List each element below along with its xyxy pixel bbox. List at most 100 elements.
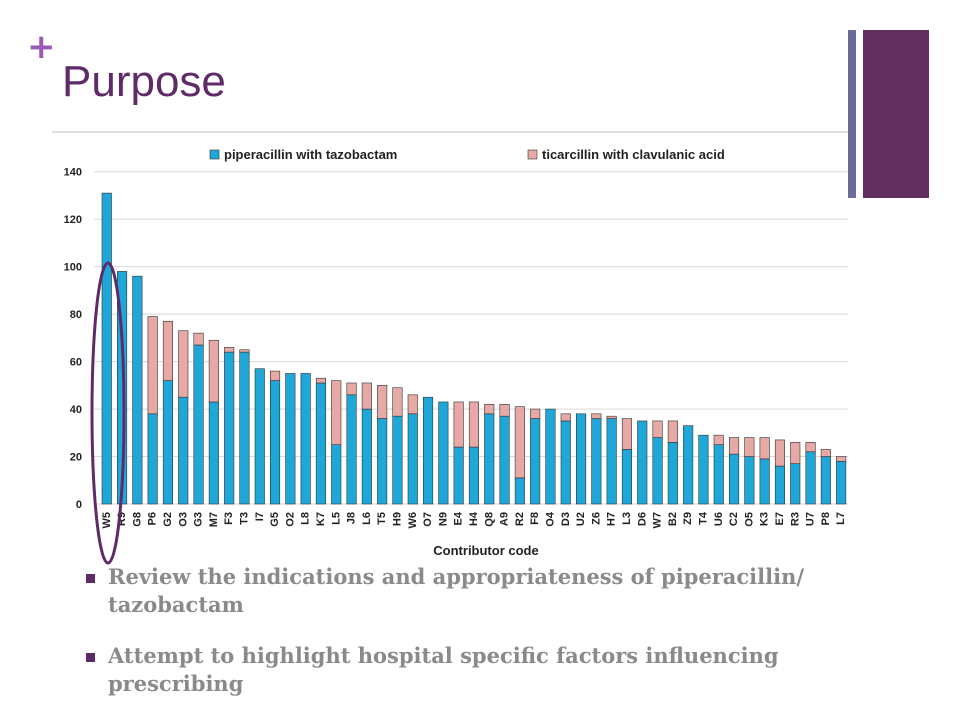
x-tick-label: G5 [269, 512, 281, 527]
x-tick-label: H9 [391, 512, 403, 526]
bar-piperacillin [300, 373, 311, 505]
x-tick-label: U6 [713, 512, 725, 526]
bar-piperacillin [101, 192, 112, 505]
bullet-item: Attempt to highlight hospital specific f… [86, 642, 886, 699]
bar-ticarcillin [820, 449, 831, 457]
bar-ticarcillin [346, 382, 357, 396]
bar-ticarcillin [453, 401, 464, 448]
bar-ticarcillin [193, 332, 204, 346]
bar-ticarcillin [667, 420, 678, 443]
bar-ticarcillin [728, 437, 740, 455]
bar-piperacillin [545, 408, 556, 505]
x-tick-label: N9 [437, 512, 449, 526]
bar-piperacillin [652, 437, 663, 505]
y-tick-label: 40 [70, 404, 82, 416]
bar-ticarcillin [560, 413, 571, 422]
x-tick-label: H7 [606, 512, 618, 526]
plus-icon: + [27, 27, 56, 67]
x-tick-label: G2 [162, 512, 174, 527]
bar-ticarcillin [652, 420, 663, 438]
bar-piperacillin [285, 373, 296, 505]
bar-ticarcillin [361, 382, 372, 410]
bar-piperacillin [361, 408, 372, 505]
chart-container: 0 20 40 60 80 100 120 140 W5 R9 G8 P6 G2 O3 G3 M7 F3 T3 I7… [52, 130, 862, 570]
y-tick-label: 140 [64, 167, 82, 179]
x-tick-label: F8 [529, 512, 541, 525]
page-title: Purpose [62, 57, 226, 106]
x-tick-label: M7 [208, 512, 220, 527]
x-tick-label: O7 [422, 512, 434, 527]
x-tick-label: W6 [407, 512, 419, 529]
bullet-text: Review the indications and appropriatene… [108, 564, 805, 618]
bar-ticarcillin [468, 401, 480, 448]
bar-piperacillin [774, 465, 786, 505]
legend-label: ticarcillin with clavulanic acid [542, 147, 725, 162]
x-tick-label: O4 [544, 511, 556, 527]
bar-piperacillin [132, 275, 143, 505]
x-tick-label: E4 [453, 511, 465, 525]
bar-ticarcillin [392, 387, 403, 417]
bullet-text: Attempt to highlight hospital specific f… [108, 642, 779, 697]
bar-ticarcillin [224, 347, 235, 353]
x-tick-label: C2 [728, 512, 740, 526]
bar-ticarcillin [162, 320, 173, 381]
y-tick-label: 100 [64, 262, 82, 274]
bar-ticarcillin [407, 394, 418, 415]
bar-ticarcillin [591, 413, 602, 419]
bar-piperacillin [683, 425, 694, 505]
bar-ticarcillin [744, 437, 755, 457]
x-axis-label: Contributor code [433, 543, 538, 558]
bar-piperacillin [331, 444, 342, 505]
x-tick-label: I7 [254, 512, 266, 521]
y-tick-label: 60 [70, 357, 82, 369]
x-tick-label: R3 [789, 512, 801, 526]
x-tick-label: Q8 [483, 512, 495, 527]
bar-piperacillin [147, 413, 158, 505]
bar-ticarcillin [208, 339, 219, 403]
bar-piperacillin [621, 449, 633, 505]
legend-label: piperacillin with tazobactam [224, 147, 397, 162]
legend-swatch-ticarcillin [527, 149, 538, 160]
x-tick-label: K7 [315, 512, 327, 526]
x-tick-label: F3 [223, 512, 235, 525]
x-tick-label: R2 [514, 512, 526, 526]
bar-piperacillin [728, 453, 740, 505]
x-tick-label: L3 [621, 512, 633, 525]
bar-piperacillin [637, 420, 648, 505]
bar-piperacillin [698, 434, 709, 505]
bar-ticarcillin [621, 418, 633, 450]
x-tick-label: O2 [284, 512, 296, 527]
bar-piperacillin [667, 441, 678, 505]
x-tick-label: L7 [835, 512, 847, 525]
bar-ticarcillin [836, 456, 847, 462]
bar-ticarcillin [377, 385, 388, 419]
x-tick-label: H4 [468, 511, 480, 526]
bar-piperacillin [499, 415, 510, 505]
bar-ticarcillin [514, 406, 525, 479]
y-tick-label: 20 [70, 452, 82, 464]
bar-piperacillin [407, 413, 418, 505]
x-tick-label: T5 [376, 512, 388, 525]
bar-piperacillin [346, 394, 357, 505]
bullet-square-icon [86, 652, 95, 662]
x-tick-label: G8 [131, 512, 143, 527]
bar-ticarcillin [759, 437, 770, 460]
x-tick-label: T3 [238, 512, 250, 525]
bar-piperacillin [790, 463, 801, 505]
x-tick-label: T4 [697, 511, 709, 525]
bar-piperacillin [270, 380, 281, 505]
highlight-ellipse [90, 261, 126, 565]
x-tick-label: Z9 [682, 512, 694, 525]
y-tick-label: 120 [64, 214, 82, 226]
bar-piperacillin [713, 444, 724, 505]
bar-piperacillin [254, 368, 265, 505]
bar-piperacillin [468, 446, 480, 505]
bar-piperacillin [744, 456, 755, 505]
x-tick-label: D6 [636, 512, 648, 526]
bar-piperacillin [224, 351, 235, 505]
x-tick-label: U7 [805, 512, 817, 526]
decor-stripe-thin [848, 30, 856, 198]
bar-piperacillin [484, 413, 495, 505]
bar-piperacillin [208, 401, 219, 505]
